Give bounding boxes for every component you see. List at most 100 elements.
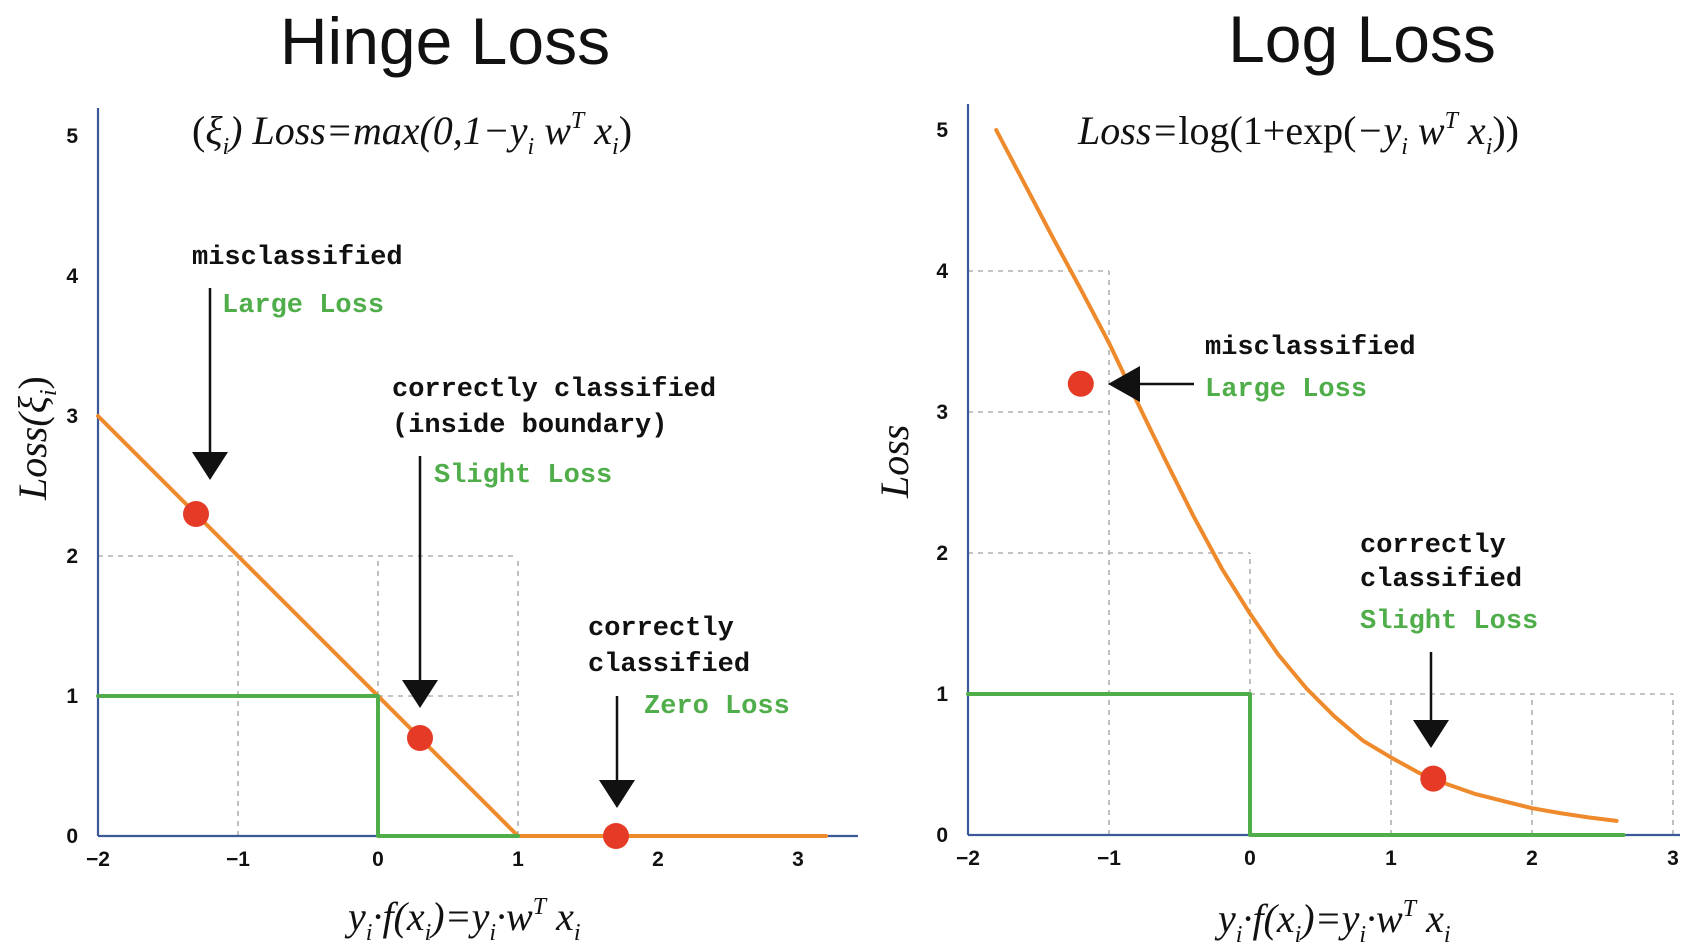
x-label-part: )=y	[429, 894, 489, 939]
data-point	[407, 725, 433, 751]
y-tick-label: 2	[66, 545, 78, 568]
x-label-sub: i	[425, 920, 432, 946]
x-label-sub: i	[1444, 922, 1451, 948]
log-formula-sub: i	[1486, 134, 1493, 160]
y-label-sub: i	[36, 389, 62, 396]
y-tick-label: 4	[936, 260, 948, 283]
y-tick-label: 3	[66, 405, 78, 428]
annotation-loss-label: Slight Loss	[434, 461, 612, 491]
y-label-part: Loss(	[10, 411, 55, 501]
annotation-loss-label: Large Loss	[222, 291, 384, 321]
x-tick-label: 2	[652, 848, 664, 871]
log-title: Log Loss	[1228, 2, 1496, 76]
x-label-part: y	[1214, 896, 1236, 941]
log-formula-part: ))	[1492, 108, 1519, 153]
annotation-label: (inside boundary)	[392, 411, 667, 441]
hinge-formula-sup: T	[571, 108, 586, 134]
x-label-sup: T	[533, 894, 548, 920]
x-label-part: x	[1416, 896, 1444, 941]
y-tick-label: 2	[936, 542, 948, 565]
x-label-part: ·w	[496, 894, 533, 939]
x-label-part: x	[546, 894, 574, 939]
zero-one-loss-line	[96, 694, 520, 838]
log-x-axis-label: yi·f(xi)=yi·wT xi	[1214, 896, 1451, 948]
y-tick-label: 3	[936, 401, 948, 424]
annotation-label: classified	[1360, 565, 1522, 595]
annotation-label: classified	[588, 650, 750, 680]
annotation-loss-label: Zero Loss	[644, 692, 790, 722]
y-tick-label: 0	[66, 825, 78, 848]
hinge-formula-part: ) Loss=max(0,1−y	[227, 108, 528, 153]
arrow-head	[402, 680, 438, 708]
hinge-ticks: −2 −1 0 1 2 3 0 1 2 3 4 5	[66, 125, 804, 871]
hinge-series	[96, 414, 828, 838]
x-label-sub: i	[1295, 922, 1302, 948]
x-tick-label: −1	[1097, 847, 1121, 870]
hinge-formula-part: w	[534, 108, 571, 153]
data-point	[603, 823, 629, 849]
log-annotation-correctly-classified: correctly classified Slight Loss	[1360, 531, 1538, 748]
log-grid-guides	[968, 270, 1674, 835]
annotation-loss-label: Slight Loss	[1360, 607, 1538, 637]
hinge-formula-part: )	[619, 108, 632, 153]
log-formula: Loss=log(1+exp(−yi wT xi))	[1077, 108, 1519, 160]
x-tick-label: 0	[372, 848, 384, 871]
hinge-formula-sub: i	[222, 134, 229, 160]
y-tick-label: 1	[936, 683, 948, 706]
x-tick-label: −1	[226, 848, 250, 871]
loss-curve-line	[994, 128, 1619, 823]
hinge-x-axis-label: yi·f(xi)=yi·wT xi	[344, 894, 581, 946]
x-tick-label: 2	[1526, 847, 1538, 870]
hinge-formula-sub: i	[528, 134, 535, 160]
annotation-label: correctly	[588, 614, 734, 644]
log-y-axis-label: Loss	[872, 425, 917, 499]
x-tick-label: −2	[86, 848, 110, 871]
y-tick-label: 5	[66, 125, 78, 148]
x-label-sub: i	[366, 920, 373, 946]
x-label-part: ·f(x	[372, 894, 424, 939]
x-tick-label: 3	[792, 848, 804, 871]
log-series	[966, 128, 1626, 837]
hinge-formula-part: (	[192, 108, 205, 153]
y-tick-label: 5	[936, 119, 948, 142]
hinge-annotation-zero-loss: correctly classified Zero Loss	[588, 614, 790, 808]
x-label-sub: i	[1359, 922, 1366, 948]
hinge-title: Hinge Loss	[280, 4, 610, 78]
y-tick-label: 1	[66, 685, 78, 708]
y-label-part: )	[10, 376, 55, 389]
data-point	[183, 501, 209, 527]
data-point	[1067, 370, 1094, 397]
hinge-annotation-inside-boundary: correctly classified (inside boundary) S…	[392, 375, 716, 708]
arrow-head	[1108, 366, 1140, 402]
hinge-formula-part: ξ	[205, 108, 223, 153]
x-label-part: ·f(x	[1242, 896, 1294, 941]
annotation-label: misclassified	[192, 243, 403, 273]
log-formula-part: −y	[1356, 108, 1401, 153]
log-formula-part: w	[1408, 108, 1445, 153]
hinge-loss-chart: Hinge Loss (ξi) Loss=max(0,1−yi wT xi) −…	[10, 4, 858, 946]
hinge-grid-guides	[98, 555, 519, 836]
hinge-annotation-misclassified: misclassified Large Loss	[192, 243, 403, 480]
data-point	[1420, 765, 1447, 792]
hinge-formula: (ξi) Loss=max(0,1−yi wT xi)	[192, 108, 632, 160]
y-tick-label: 0	[936, 824, 948, 847]
arrow-head	[599, 780, 635, 808]
hinge-points	[183, 501, 629, 849]
log-axes	[966, 104, 1680, 837]
y-label-part: ξ	[10, 395, 55, 413]
x-tick-label: 0	[1244, 847, 1256, 870]
x-tick-label: 1	[1385, 847, 1397, 870]
log-formula-sup: T	[1445, 108, 1460, 134]
log-formula-sub: i	[1401, 134, 1408, 160]
x-tick-label: 3	[1667, 847, 1679, 870]
x-label-part: )=y	[1299, 896, 1359, 941]
annotation-label: correctly	[1360, 531, 1506, 561]
zero-one-loss-line	[966, 692, 1626, 837]
y-tick-label: 4	[66, 265, 78, 288]
x-label-sub: i	[1236, 922, 1243, 948]
log-loss-chart: Log Loss Loss=log(1+exp(−yi wT xi)) −2 −1…	[872, 2, 1680, 948]
hinge-y-axis-label: Loss(ξi)	[10, 376, 62, 501]
annotation-label: correctly classified	[392, 375, 716, 405]
x-label-sub: i	[574, 920, 581, 946]
log-formula-part: Loss=	[1077, 108, 1178, 153]
